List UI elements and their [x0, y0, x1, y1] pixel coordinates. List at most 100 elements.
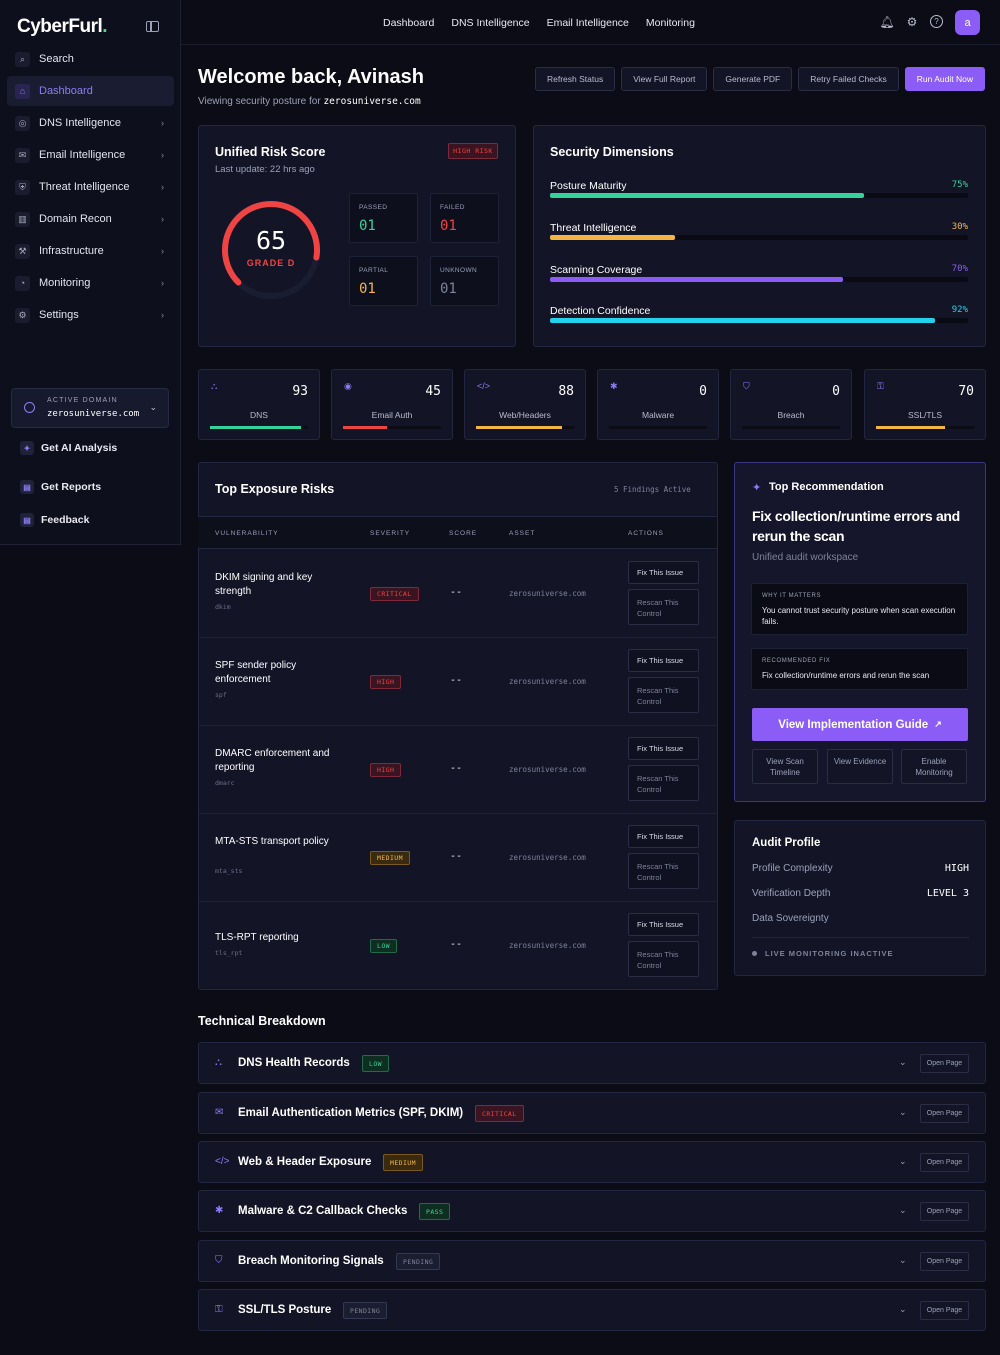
topnav-dashboard[interactable]: Dashboard: [383, 17, 435, 29]
open-page-button[interactable]: Open Page: [920, 1202, 969, 1221]
chevron-down-icon[interactable]: ⌄: [899, 1255, 907, 1265]
breakdown-item-email-authentication-metrics-spf-dkim[interactable]: ✉ Email Authentication Metrics (SPF, DKIM…: [198, 1092, 986, 1134]
sidebar-item-label: Infrastructure: [39, 245, 104, 257]
open-page-button[interactable]: Open Page: [920, 1301, 969, 1320]
rescan-control-button[interactable]: Rescan This Control: [628, 853, 699, 889]
view-implementation-guide-button[interactable]: View Implementation Guide ↗: [752, 708, 968, 741]
open-page-button[interactable]: Open Page: [920, 1252, 969, 1271]
get-ai-analysis-link[interactable]: ✦ Get AI Analysis: [20, 441, 117, 455]
metric-value: 70: [958, 384, 974, 399]
bell-icon[interactable]: 🔔︎: [879, 15, 895, 29]
sidebar-item-settings[interactable]: ⚙ Settings ›: [7, 300, 174, 330]
enable-monitoring-button[interactable]: Enable Monitoring: [901, 749, 967, 784]
fix-issue-button[interactable]: Fix This Issue: [628, 825, 699, 848]
metric-card-web-headers[interactable]: </> 88 Web/Headers: [464, 369, 586, 440]
sidebar-item-infrastructure[interactable]: ⚒ Infrastructure ›: [7, 236, 174, 266]
search-icon: ⌕: [15, 51, 30, 67]
feedback-link[interactable]: ▤ Feedback: [20, 513, 89, 527]
breakdown-title: Breach Monitoring Signals: [238, 1255, 384, 1267]
sidebar-item-monitoring[interactable]: ◔ Monitoring ›: [7, 268, 174, 298]
active-domain-selector[interactable]: ACTIVE DOMAIN zerosuniverse.com ⌄: [11, 388, 169, 428]
metric-bar: [476, 426, 574, 429]
run-audit-now-button[interactable]: Run Audit Now: [904, 67, 985, 91]
open-page-button[interactable]: Open Page: [920, 1153, 969, 1172]
rescan-control-button[interactable]: Rescan This Control: [628, 765, 699, 801]
sidebar-item-email-intelligence[interactable]: ✉ Email Intelligence ›: [7, 140, 174, 170]
last-update: Last update: 22 hrs ago: [215, 164, 315, 175]
chevron-down-icon[interactable]: ⌄: [899, 1057, 907, 1067]
rescan-control-button[interactable]: Rescan This Control: [628, 677, 699, 713]
rescan-control-button[interactable]: Rescan This Control: [628, 941, 699, 977]
fix-issue-button[interactable]: Fix This Issue: [628, 737, 699, 760]
fix-issue-button[interactable]: Fix This Issue: [628, 913, 699, 936]
rescan-control-button[interactable]: Rescan This Control: [628, 589, 699, 625]
topnav-email-intelligence[interactable]: Email Intelligence: [546, 17, 629, 29]
vulnerability-key: spf: [215, 691, 227, 699]
refresh-status-button[interactable]: Refresh Status: [534, 67, 616, 91]
sidebar-item-dashboard[interactable]: ⌂ Dashboard: [7, 76, 174, 106]
sidebar-item-threat-intelligence[interactable]: ⛨ Threat Intelligence ›: [7, 172, 174, 202]
table-row: TLS-RPT reporting tls_rpt LOW -- zerosuniver…: [199, 902, 716, 990]
table-row: DKIM signing and key strength dkim CRITICA…: [199, 550, 716, 638]
sidebar-item-search[interactable]: ⌕ Search: [7, 44, 174, 74]
top-navigation: Dashboard DNS Intelligence Email Intelli…: [383, 17, 695, 29]
lock-icon: ⚿: [215, 1304, 223, 1315]
view-evidence-button[interactable]: View Evidence: [827, 749, 893, 784]
generate-pdf-button[interactable]: Generate PDF: [713, 67, 793, 91]
recommended-fix-box: RECOMMENDED FIX Fix collection/runtime e…: [751, 648, 968, 690]
metric-card-malware[interactable]: ✱ 0 Malware: [597, 369, 719, 440]
fix-issue-button[interactable]: Fix This Issue: [628, 561, 699, 584]
dimension-detection-confidence: Detection Confidence 92%: [550, 305, 968, 323]
vulnerability-name: SPF sender policy enforcement: [215, 660, 297, 685]
metric-card-breach[interactable]: ⛉ 0 Breach: [730, 369, 852, 440]
retry-failed-checks-button[interactable]: Retry Failed Checks: [798, 67, 899, 91]
table-row: MTA-STS transport policy mta_sts MEDIUM -- z…: [199, 814, 716, 902]
logo[interactable]: CyberFurl.: [17, 16, 108, 37]
open-page-button[interactable]: Open Page: [920, 1104, 969, 1123]
subtitle-domain: zerosuniverse.com: [323, 96, 421, 107]
view-scan-timeline-button[interactable]: View Scan Timeline: [752, 749, 818, 784]
help-icon[interactable]: ?: [930, 15, 943, 28]
breakdown-item-breach-monitoring-signals[interactable]: ⛉ Breach Monitoring Signals PENDING ⌄ Open P…: [198, 1240, 986, 1282]
metric-card-email-auth[interactable]: ◉ 45 Email Auth: [331, 369, 453, 440]
breakdown-status-badge: LOW: [362, 1055, 389, 1072]
chevron-down-icon[interactable]: ⌄: [899, 1156, 907, 1166]
view-full-report-button[interactable]: View Full Report: [621, 67, 708, 91]
get-reports-link[interactable]: ▤ Get Reports: [20, 480, 101, 494]
recommendation-label: Top Recommendation: [769, 481, 884, 493]
dimension-percent: 70%: [951, 264, 968, 274]
mail-icon: ✉: [215, 1107, 224, 1118]
breakdown-item-web-header-exposure[interactable]: </> Web & Header Exposure MEDIUM ⌄ Open Page: [198, 1141, 986, 1183]
stat-failed: FAILED 01: [430, 193, 499, 243]
open-page-button[interactable]: Open Page: [920, 1054, 969, 1073]
sidebar-item-domain-recon[interactable]: ▥ Domain Recon ›: [7, 204, 174, 234]
sidebar-item-dns-intelligence[interactable]: ◎ DNS Intelligence ›: [7, 108, 174, 138]
network-icon: ⛬: [211, 381, 218, 391]
breakdown-item-malware-c2-callback-checks[interactable]: ✱ Malware & C2 Callback Checks PASS ⌄ Open P…: [198, 1190, 986, 1232]
risk-level-badge: HIGH RISK: [448, 143, 498, 159]
status-dot-icon: [752, 951, 757, 956]
chevron-down-icon[interactable]: ⌄: [899, 1107, 907, 1117]
avatar[interactable]: a: [955, 10, 980, 35]
metric-card-dns[interactable]: ⛬ 93 DNS: [198, 369, 320, 440]
sidebar-collapse-icon[interactable]: [146, 21, 159, 32]
chevron-down-icon[interactable]: ⌄: [899, 1304, 907, 1314]
stat-partial: PARTIAL 01: [349, 256, 418, 306]
topnav-monitoring[interactable]: Monitoring: [645, 17, 695, 29]
score-value: --: [450, 763, 463, 774]
vulnerability-name: DMARC enforcement and reporting: [215, 748, 330, 773]
metric-label: Email Auth: [371, 410, 413, 420]
topnav-dns-intelligence[interactable]: DNS Intelligence: [451, 17, 530, 29]
chevron-down-icon[interactable]: ⌄: [899, 1205, 907, 1215]
metric-card-ssl-tls[interactable]: ⚿ 70 SSL/TLS: [864, 369, 986, 440]
metric-bar: [609, 426, 707, 429]
gear-icon[interactable]: ⚙: [906, 15, 918, 29]
recommendation-headline: Fix collection/runtime errors and rerun …: [752, 508, 960, 544]
check-circle-icon: ◉: [344, 381, 352, 391]
dimension-track: [550, 235, 968, 240]
breakdown-item-dns-health-records[interactable]: ⛬ DNS Health Records LOW ⌄ Open Page: [198, 1042, 986, 1084]
fix-issue-button[interactable]: Fix This Issue: [628, 649, 699, 672]
audit-row-sovereignty: Data Sovereignty: [752, 913, 829, 924]
breakdown-item-ssl-tls-posture[interactable]: ⚿ SSL/TLS Posture PENDING ⌄ Open Page: [198, 1289, 986, 1331]
shield-icon: ⛨: [15, 179, 30, 195]
